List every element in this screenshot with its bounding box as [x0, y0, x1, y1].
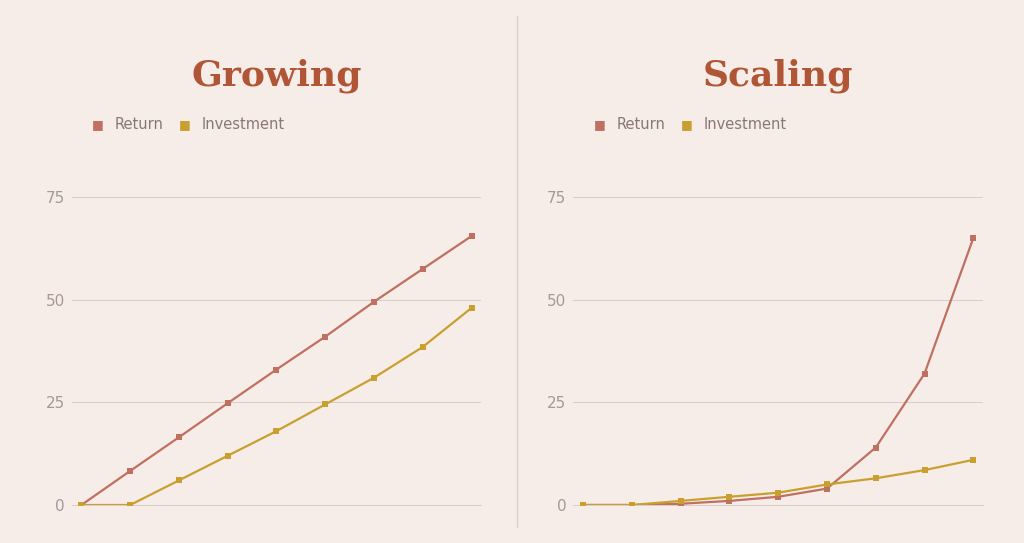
Text: Return: Return	[616, 117, 666, 132]
Text: Scaling: Scaling	[703, 59, 853, 93]
Text: Growing: Growing	[191, 59, 361, 93]
Text: ■: ■	[92, 118, 103, 131]
Text: Investment: Investment	[703, 117, 786, 132]
Text: ■: ■	[681, 118, 692, 131]
Text: Return: Return	[115, 117, 164, 132]
Text: ■: ■	[179, 118, 190, 131]
Text: ■: ■	[594, 118, 605, 131]
Text: Investment: Investment	[202, 117, 285, 132]
